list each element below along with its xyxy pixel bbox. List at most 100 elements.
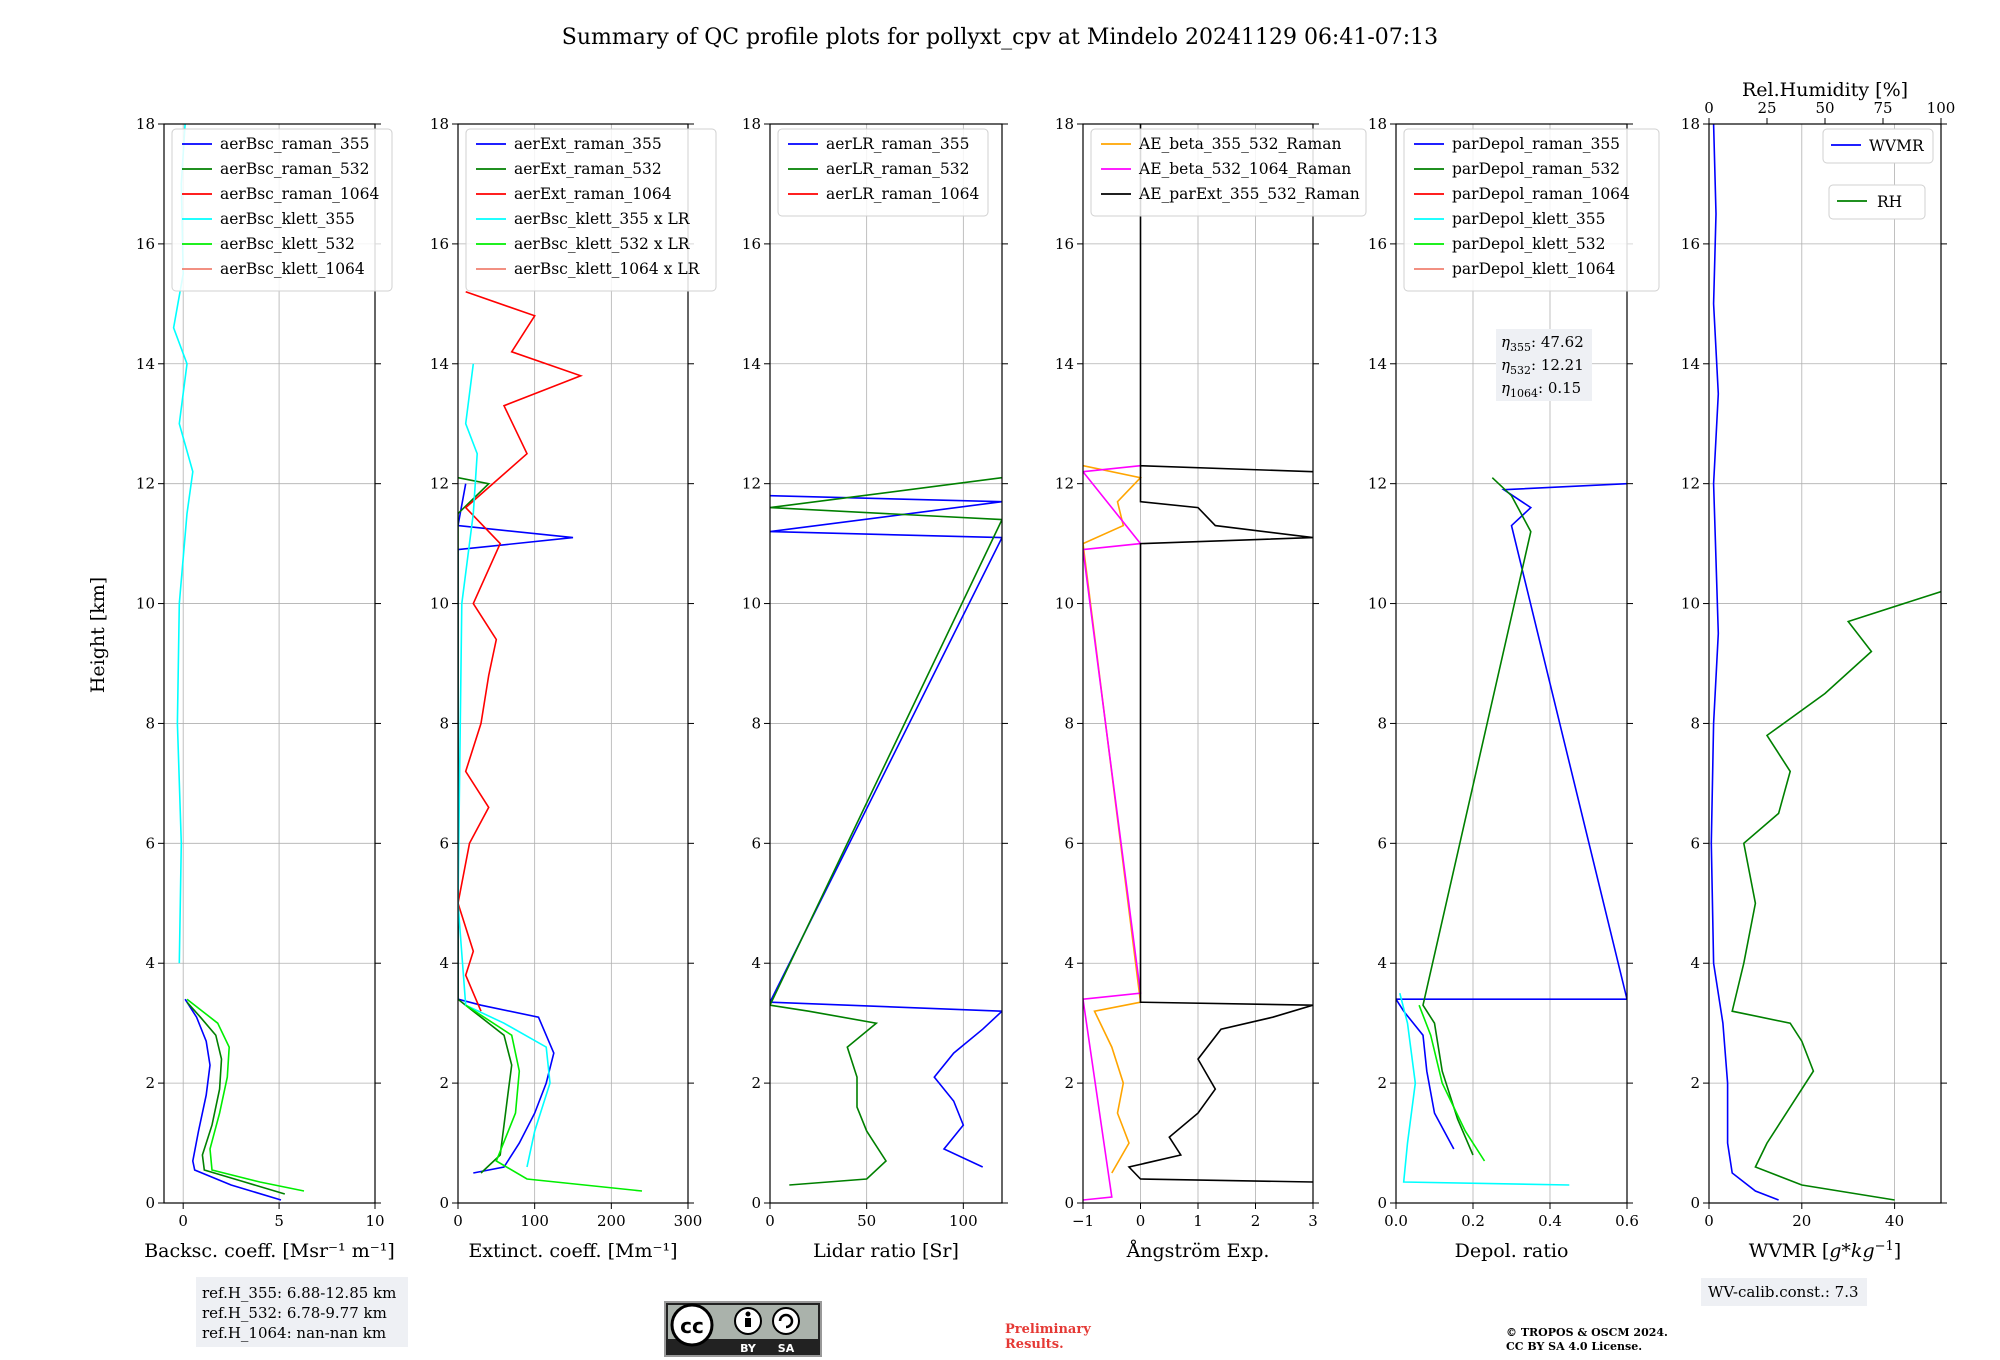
- y-tick-label-7: 14: [742, 355, 761, 373]
- x-tick-label-2: 10: [365, 1212, 384, 1230]
- series-line-1: [1083, 464, 1143, 1174]
- cc-by-sa-badge: cc BY SA: [664, 1301, 822, 1357]
- top-tick-label-3: 75: [1873, 99, 1892, 117]
- y-tick-label-7: 14: [1681, 355, 1700, 373]
- eta-value: : 0.15: [1538, 379, 1581, 397]
- legend-label-4: parDepol_klett_355: [1452, 210, 1605, 228]
- y-tick-label-9: 18: [1055, 115, 1074, 133]
- x-tick-label-1: 0.2: [1461, 1212, 1485, 1230]
- x-tick-label-2: 40: [1885, 1212, 1904, 1230]
- ref-height-355: ref.H_355: 6.88-12.85 km: [202, 1284, 396, 1302]
- y-tick-label-4: 8: [145, 714, 155, 732]
- y-tick-label-2: 4: [1690, 954, 1700, 972]
- y-tick-label-7: 14: [430, 355, 449, 373]
- y-tick-label-5: 10: [136, 595, 155, 613]
- y-tick-label-6: 12: [1055, 475, 1074, 493]
- y-tick-label-8: 16: [742, 235, 761, 253]
- series-group: [458, 291, 643, 1192]
- legend-label-1: aerExt_raman_355: [514, 135, 662, 153]
- legend-label-wvmr: WVMR: [1869, 137, 1925, 155]
- cc-badge-sa: SA: [778, 1342, 795, 1355]
- legend-label-3: AE_parExt_355_532_Raman: [1138, 185, 1360, 203]
- eta-value: : 47.62: [1531, 333, 1584, 351]
- ref-height-1064: ref.H_1064: nan-nan km: [202, 1324, 386, 1342]
- x-tick-label-0: 0: [765, 1212, 775, 1230]
- y-tick-label-4: 8: [1064, 714, 1074, 732]
- legend-box-wvmr: [1822, 128, 1934, 164]
- legend-label-1: parDepol_raman_355: [1452, 135, 1620, 153]
- legend-box: [777, 128, 989, 217]
- y-tick-label-8: 16: [1055, 235, 1074, 253]
- profile-panel-3: 0 50 100 0 2 4 6 8 10 12 14 16 18 Lidar ratio [Sr] aer…: [742, 115, 1008, 1262]
- top-tick-label-4: 100: [1927, 99, 1956, 117]
- x-axis-label: WVMR [g*kg−1]: [1749, 1239, 1901, 1262]
- y-tick-label-2: 4: [1064, 954, 1074, 972]
- y-tick-label-1: 2: [145, 1074, 155, 1092]
- series-group: [1396, 477, 1627, 1186]
- y-tick-label-2: 4: [439, 954, 449, 972]
- y-tick-label-2: 4: [145, 954, 155, 972]
- legend-box: [1090, 128, 1367, 217]
- eta-subscript: 1064: [1510, 387, 1538, 400]
- x-axis-label: Extinct. coeff. [Mm⁻¹]: [468, 1240, 677, 1262]
- y-tick-label-5: 10: [1681, 595, 1700, 613]
- y-tick-label-1: 2: [1690, 1074, 1700, 1092]
- series-line-5: [186, 998, 305, 1192]
- series-line-2: [1422, 477, 1532, 1156]
- legend-label-1: aerLR_raman_355: [826, 135, 969, 153]
- legend-label-3: aerBsc_raman_1064: [220, 185, 380, 203]
- y-tick-label-6: 12: [742, 475, 761, 493]
- legend-label-1: AE_beta_355_532_Raman: [1138, 135, 1341, 153]
- x-tick-label-0: 0.0: [1384, 1212, 1408, 1230]
- y-tick-label-1: 2: [1064, 1074, 1074, 1092]
- series-line-1: [458, 483, 574, 1174]
- axes-frame: [1708, 123, 1942, 1204]
- legend-label-3: aerLR_raman_1064: [826, 185, 979, 203]
- x-axis-label: Backsc. coeff. [Msr⁻¹ m⁻¹]: [144, 1240, 395, 1262]
- eta-symbol: η: [1501, 356, 1510, 374]
- y-tick-label-9: 18: [742, 115, 761, 133]
- legend-label-2: aerLR_raman_532: [826, 160, 969, 178]
- y-tick-label-0: 0: [1377, 1194, 1387, 1212]
- series-group: [770, 476, 1002, 1186]
- y-tick-label-1: 2: [1377, 1074, 1387, 1092]
- y-tick-label-7: 14: [136, 355, 155, 373]
- legend-label-rh: RH: [1877, 193, 1902, 211]
- eta-label-355: η355: 47.62: [1501, 333, 1584, 354]
- y-tick-label-5: 10: [430, 595, 449, 613]
- wv-calib-box: WV-calib.const.: 7.3: [1701, 1278, 1867, 1306]
- eta-label-1064: η1064: 0.15: [1501, 379, 1581, 400]
- top-tick-label-1: 25: [1757, 99, 1776, 117]
- y-tick-label-9: 18: [1368, 115, 1387, 133]
- x-tick-label-1: 20: [1792, 1212, 1811, 1230]
- series-group: [1710, 124, 1941, 1201]
- series-line-3: [1127, 124, 1313, 1183]
- y-tick-label-5: 10: [1368, 595, 1387, 613]
- series-line-1: [770, 494, 1002, 1168]
- legend-label-3: parDepol_raman_1064: [1452, 185, 1630, 203]
- x-tick-label-2: 100: [949, 1212, 978, 1230]
- y-tick-label-3: 6: [1064, 834, 1074, 852]
- legend-box: [465, 128, 717, 292]
- y-tick-label-3: 6: [751, 834, 761, 852]
- legend-label-2: AE_beta_532_1064_Raman: [1138, 160, 1351, 178]
- legend-label-1: aerBsc_raman_355: [220, 135, 370, 153]
- eta-box: [1496, 329, 1592, 401]
- copyright-line-2: CC BY SA 4.0 License.: [1506, 1340, 1642, 1353]
- y-tick-label-0: 0: [145, 1194, 155, 1212]
- series-line-5: [1418, 1004, 1486, 1162]
- x-tick-label-3: 300: [674, 1212, 703, 1230]
- x-tick-label-2: 1: [1193, 1212, 1203, 1230]
- series-line-2: [186, 1001, 286, 1195]
- top-tick-label-0: 0: [1704, 99, 1714, 117]
- height-axis-label: Height [km]: [87, 577, 109, 693]
- preliminary-line-1: Preliminary: [1005, 1322, 1091, 1337]
- y-tick-label-3: 6: [145, 834, 155, 852]
- legend-label-2: aerExt_raman_532: [514, 160, 662, 178]
- series-line-2: [770, 476, 1002, 1186]
- axes-frame: [769, 123, 1003, 1204]
- y-tick-label-3: 6: [439, 834, 449, 852]
- x-tick-label-1: 5: [274, 1212, 284, 1230]
